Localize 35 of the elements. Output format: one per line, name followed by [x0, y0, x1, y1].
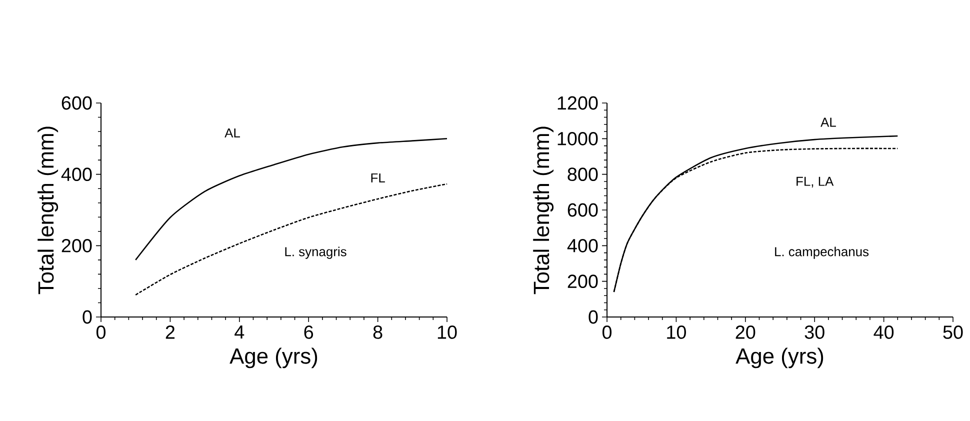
x-tick-label: 10	[438, 326, 457, 339]
x-tick-label: 6	[304, 326, 314, 339]
y-tick-label: 400	[567, 238, 598, 252]
y-tick-label: 800	[568, 168, 598, 182]
y-tick-label: 600	[568, 203, 598, 217]
y-tick-label: 1000	[558, 132, 598, 146]
y-tick-label: 0	[588, 310, 598, 324]
y-axis-title: Total length (mm)	[38, 126, 58, 294]
x-tick-label: 30	[804, 326, 824, 339]
y-tick-label: 0	[82, 310, 92, 324]
annotation: L. campechanus	[775, 246, 869, 259]
x-tick-label: 0	[96, 326, 106, 339]
y-tick-label: 200	[568, 274, 598, 288]
x-axis-title: Age (yrs)	[230, 348, 318, 368]
y-axis-title: Total length (mm)	[533, 126, 554, 294]
x-tick-label: 40	[874, 326, 894, 339]
x-tick-label: 0	[602, 326, 612, 339]
x-axis-title: Age (yrs)	[736, 348, 824, 368]
x-tick-label: 4	[234, 326, 244, 339]
y-tick-label: 600	[62, 96, 92, 110]
line-series	[134, 183, 448, 296]
y-tick-label: 400	[61, 168, 92, 182]
text: AL	[224, 128, 240, 138]
x-tick-label: 10	[667, 326, 686, 339]
x-tick-label: 2	[166, 326, 175, 339]
x-tick-label: 20	[736, 326, 756, 339]
annotation: L. synagris	[285, 246, 346, 259]
series-label: AL	[820, 118, 836, 127]
text: FL, LA	[796, 176, 834, 188]
x-tick-label: 50	[943, 326, 963, 339]
x-tick-label: 8	[373, 326, 382, 339]
series-label: FL	[371, 173, 385, 182]
y-tick-label: 200	[62, 238, 92, 252]
line-series	[134, 138, 448, 261]
y-tick-label: 1200	[558, 96, 598, 110]
